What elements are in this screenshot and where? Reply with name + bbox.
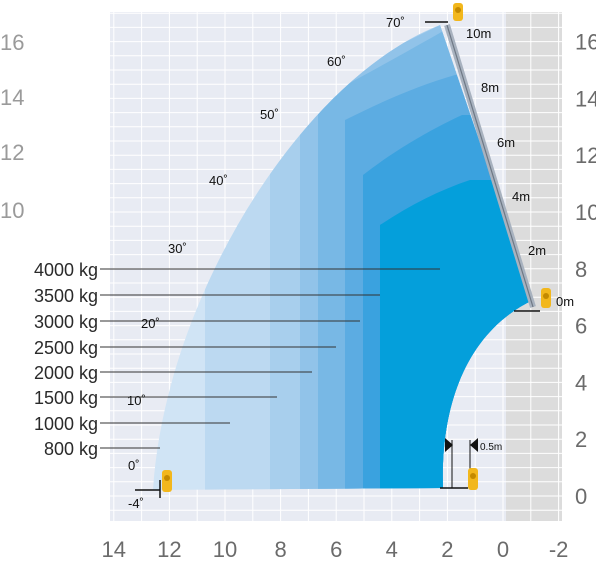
load-labels: 4000 kg 3500 kg 3000 kg 2500 kg 2000 kg … — [34, 260, 98, 459]
x-tick-label: 2 — [441, 537, 453, 561]
angle-label-0: 0˚ — [128, 458, 140, 473]
load-label-1500: 1500 kg — [34, 388, 98, 408]
boom — [425, 21, 540, 312]
angle-label-20: 20˚ — [141, 316, 160, 331]
load-label-800: 800 kg — [44, 439, 98, 459]
angle-label-70: 70˚ — [386, 15, 405, 30]
machine-icon-ground-right — [468, 468, 478, 490]
load-label-3500: 3500 kg — [34, 286, 98, 306]
y-tick-label: 16 — [575, 30, 596, 55]
load-label-2500: 2500 kg — [34, 338, 98, 358]
machine-icon-ground-left — [162, 470, 172, 492]
boom-label-6m: 6m — [497, 135, 515, 150]
y-tick-label: 2 — [575, 427, 587, 452]
x-tick-label: -2 — [549, 537, 569, 561]
angle-label-40: 40˚ — [209, 173, 228, 188]
y-tick-label: 6 — [575, 314, 587, 339]
offset-arrow-left — [445, 438, 453, 452]
left-cut-label-12: 12 — [0, 140, 24, 165]
boom-extension-labels: 10m 8m 6m 4m 2m 0m — [466, 26, 574, 309]
y-axis-ticks: 0 2 4 6 8 10 12 14 16 — [575, 30, 596, 509]
boom-label-0m: 0m — [556, 294, 574, 309]
offset-arrow-right — [470, 438, 478, 452]
x-axis-ticks: 14 12 10 8 6 4 2 0 -2 — [102, 537, 569, 561]
left-cut-label-10: 10 — [0, 198, 24, 223]
load-leaders — [100, 268, 440, 449]
left-cut-labels: 16 14 12 10 — [0, 30, 24, 223]
y-tick-label: 4 — [575, 370, 587, 395]
x-tick-label: 6 — [330, 537, 342, 561]
boom-label-4m: 4m — [512, 189, 530, 204]
x-tick-label: 0 — [497, 537, 509, 561]
x-tick-label: 10 — [213, 537, 237, 561]
y-tick-label: 10 — [575, 200, 596, 225]
y-tick-label: 0 — [575, 484, 587, 509]
angle-labels: 70˚ 60˚ 50˚ 40˚ 30˚ 20˚ 10˚ 0˚ -4˚ — [127, 15, 405, 511]
angle-label-10: 10˚ — [127, 393, 146, 408]
x-tick-label: 8 — [274, 537, 286, 561]
angle-label-30: 30˚ — [168, 241, 187, 256]
machine-icon-top — [453, 3, 463, 21]
x-tick-label: 4 — [386, 537, 398, 561]
load-label-4000: 4000 kg — [34, 260, 98, 280]
load-label-3000: 3000 kg — [34, 312, 98, 332]
machine-icon-pivot — [541, 288, 551, 308]
load-label-1000: 1000 kg — [34, 414, 98, 434]
boom-label-10m: 10m — [466, 26, 491, 41]
y-tick-label: 8 — [575, 257, 587, 282]
left-cut-label-14: 14 — [0, 85, 24, 110]
left-cut-label-16: 16 — [0, 30, 24, 55]
ground-markers — [135, 438, 478, 498]
offset-label: 0.5m — [480, 442, 502, 453]
boom-label-8m: 8m — [481, 80, 499, 95]
boom-label-2m: 2m — [528, 243, 546, 258]
y-tick-label: 12 — [575, 143, 596, 168]
load-label-2000: 2000 kg — [34, 363, 98, 383]
angle-label-minus4: -4˚ — [128, 496, 144, 511]
y-tick-label: 14 — [575, 86, 596, 111]
angle-label-50: 50˚ — [260, 107, 279, 122]
x-tick-label: 12 — [157, 537, 181, 561]
x-tick-label: 14 — [102, 537, 126, 561]
angle-label-60: 60˚ — [327, 54, 346, 69]
